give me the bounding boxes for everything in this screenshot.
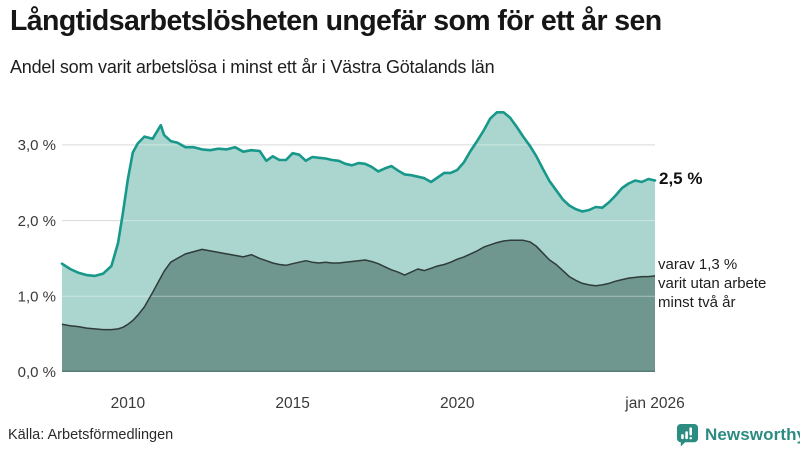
x-tick-label: jan 2026 [624,395,684,412]
newsworthy-logo: Newsworthy [676,422,800,447]
x-axis-baseline [62,370,655,373]
x-tick-label: 2020 [440,395,475,412]
bar-chart-speech-bubble-icon [676,423,699,446]
x-tick-label: 2015 [275,395,309,412]
y-tick-label: 0,0 % [18,364,56,381]
source-note: Källa: Arbetsförmedlingen [8,427,174,443]
latest-value-label: 2,5 % [659,169,703,188]
secondary-series-annotation: varav 1,3 % varit utan arbete minst två … [658,256,767,311]
y-tick-label: 3,0 % [18,137,56,154]
logo-wordmark: Newsworthy [705,424,800,444]
x-tick-label: 2010 [111,395,146,412]
series-area-min-two-years [62,240,655,372]
y-tick-label: 2,0 % [18,213,56,230]
chart-subtitle: Andel som varit arbetslösa i minst ett å… [10,57,495,77]
y-tick-label: 1,0 % [18,289,56,306]
series-line-min-two-years [61,239,656,331]
page-title: Långtidsarbetslösheten ungefär som för e… [10,5,662,37]
series-line-min-one-year [60,111,657,278]
